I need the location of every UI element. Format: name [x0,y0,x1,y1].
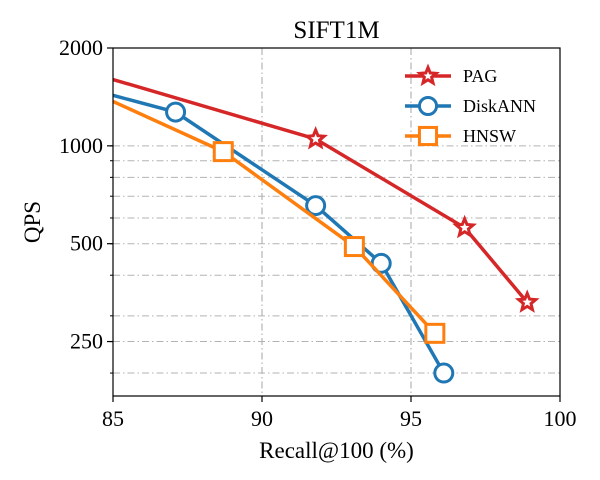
data-point-hnsw [424,322,446,344]
axes-ticks: 85 90 95 100 250 500 1000 2000 [59,35,577,431]
legend: PAG DiskANN HNSW [405,63,536,147]
data-point-pag [452,214,477,239]
y-tick-label: 500 [70,231,103,256]
series-line-hnsw [113,99,437,335]
legend-label-pag: PAG [463,66,497,86]
data-point-hnsw [343,236,365,258]
x-tick-label: 90 [251,406,273,431]
legend-marker-hnsw [417,125,439,147]
series-pag [113,77,540,313]
x-tick-label: 100 [544,406,577,431]
chart-title: SIFT1M [293,17,379,44]
legend-label-diskann: DiskANN [463,96,536,116]
data-point-pag [514,289,540,313]
x-tick-label: 95 [400,406,422,431]
data-point-pag [303,125,328,150]
series-line-pag [113,77,529,304]
legend-marker-pag [416,63,440,87]
plot-frame [112,47,561,397]
grid [113,48,560,396]
series-layer [113,77,540,384]
data-point-diskann [165,101,187,123]
legend-label-hnsw: HNSW [463,126,516,146]
legend-marker-diskann [417,95,439,117]
y-tick-label: 250 [70,329,103,354]
data-point-diskann [433,362,455,384]
series-diskann [113,93,455,384]
y-tick-label: 1000 [59,133,103,158]
x-axis-title: Recall@100 (%) [259,438,414,463]
data-point-hnsw [212,141,234,163]
series-line-diskann [113,93,446,374]
x-tick-label: 85 [102,406,124,431]
y-axis-title: QPS [20,201,45,243]
y-tick-label: 2000 [59,35,103,60]
series-hnsw [113,99,446,344]
data-point-diskann [305,195,327,217]
